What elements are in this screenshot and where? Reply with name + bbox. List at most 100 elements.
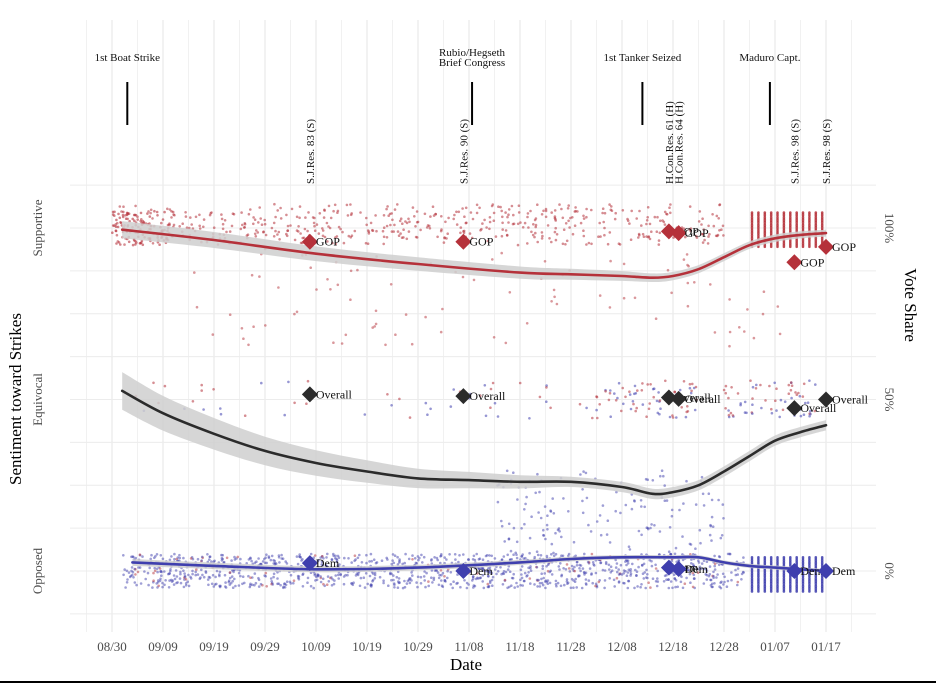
scatter-point — [578, 402, 582, 406]
scatter-point — [438, 573, 441, 577]
scatter-point — [312, 221, 316, 225]
scatter-point — [321, 227, 324, 230]
scatter-point — [210, 211, 213, 214]
scatter-point — [614, 211, 617, 215]
scatter-point — [332, 552, 335, 556]
scatter-point — [637, 232, 641, 236]
scatter-point — [585, 215, 588, 219]
scatter-point — [452, 388, 456, 391]
scatter-point — [220, 556, 224, 560]
scatter-point — [382, 226, 386, 229]
scatter-point — [258, 275, 261, 278]
scatter-point — [341, 230, 344, 234]
scatter-point — [645, 219, 649, 222]
scatter-point — [289, 224, 292, 227]
scatter-point — [602, 220, 605, 224]
scatter-point — [614, 566, 618, 569]
scatter-point — [545, 565, 548, 568]
scatter-point — [670, 559, 673, 563]
scatter-point — [633, 296, 637, 300]
scatter-point — [619, 563, 623, 567]
scatter-point — [582, 234, 586, 238]
scatter-point — [571, 567, 575, 571]
scatter-point — [366, 582, 370, 586]
y-axis-title-right: Vote Share — [901, 268, 920, 342]
scatter-point — [218, 573, 221, 576]
scatter-point — [487, 585, 491, 589]
scatter-point — [705, 560, 709, 563]
scatter-point — [189, 557, 193, 560]
scatter-point — [682, 380, 686, 383]
scatter-point — [249, 583, 252, 587]
ribbon-overall — [122, 372, 826, 500]
scatter-point — [279, 206, 282, 210]
scatter-point — [545, 523, 549, 527]
scatter-point — [528, 536, 532, 540]
scatter-point — [558, 568, 561, 571]
scatter-point — [233, 555, 236, 559]
scatter-point — [558, 203, 561, 206]
scatter-point — [653, 215, 657, 219]
scatter-point — [134, 204, 137, 208]
scatter-point — [550, 300, 553, 303]
scatter-point — [458, 554, 461, 557]
scatter-point — [132, 576, 135, 579]
scatter-point — [709, 283, 712, 286]
scatter-point — [654, 563, 657, 567]
scatter-point — [319, 556, 323, 559]
scatter-point — [270, 226, 274, 230]
scatter-point — [608, 568, 611, 571]
scatter-point — [526, 212, 530, 215]
scatter-point — [387, 214, 391, 217]
scatter-point — [568, 570, 572, 573]
scatter-point — [658, 530, 662, 533]
scatter-point — [373, 571, 377, 575]
scatter-point — [419, 228, 422, 232]
scatter-point — [212, 388, 215, 391]
scatter-point — [712, 570, 715, 574]
scatter-point — [436, 235, 439, 239]
scatter-point — [569, 586, 573, 590]
scatter-point — [391, 553, 395, 556]
scatter-point — [695, 398, 698, 402]
scatter-point — [553, 216, 557, 220]
scatter-point — [581, 567, 585, 570]
scatter-point — [620, 409, 623, 413]
scatter-point — [598, 403, 601, 406]
scatter-point — [751, 385, 755, 389]
scatter-point — [581, 511, 585, 515]
scatter-point — [312, 586, 316, 590]
scatter-point — [541, 583, 545, 587]
scatter-point — [695, 567, 699, 570]
scatter-point — [449, 405, 453, 408]
scatter-point — [603, 569, 607, 572]
scatter-point — [628, 222, 631, 225]
scatter-point — [330, 576, 333, 579]
scatter-point — [706, 242, 710, 245]
scatter-point — [491, 203, 495, 206]
scatter-point — [373, 577, 377, 580]
scatter-point — [568, 226, 571, 229]
scatter-point — [540, 577, 543, 581]
scatter-point — [802, 413, 806, 417]
scatter-point — [594, 571, 598, 575]
scatter-point — [220, 217, 224, 221]
scatter-point — [131, 555, 134, 558]
scatter-point — [303, 227, 307, 231]
scatter-point — [427, 584, 431, 588]
scatter-point — [799, 414, 803, 418]
scatter-point — [392, 578, 395, 582]
scatter-point — [708, 573, 712, 576]
scatter-point — [322, 216, 326, 219]
scatter-point — [624, 395, 627, 399]
scatter-point — [152, 381, 155, 385]
scatter-point — [487, 570, 491, 574]
scatter-point — [122, 210, 125, 214]
x-tick-label: 01/07 — [760, 639, 790, 654]
scatter-point — [392, 561, 396, 565]
scatter-point — [430, 576, 433, 579]
scatter-point — [486, 582, 490, 586]
scatter-point — [292, 579, 296, 582]
scatter-point — [808, 409, 812, 413]
scatter-point — [237, 584, 241, 587]
